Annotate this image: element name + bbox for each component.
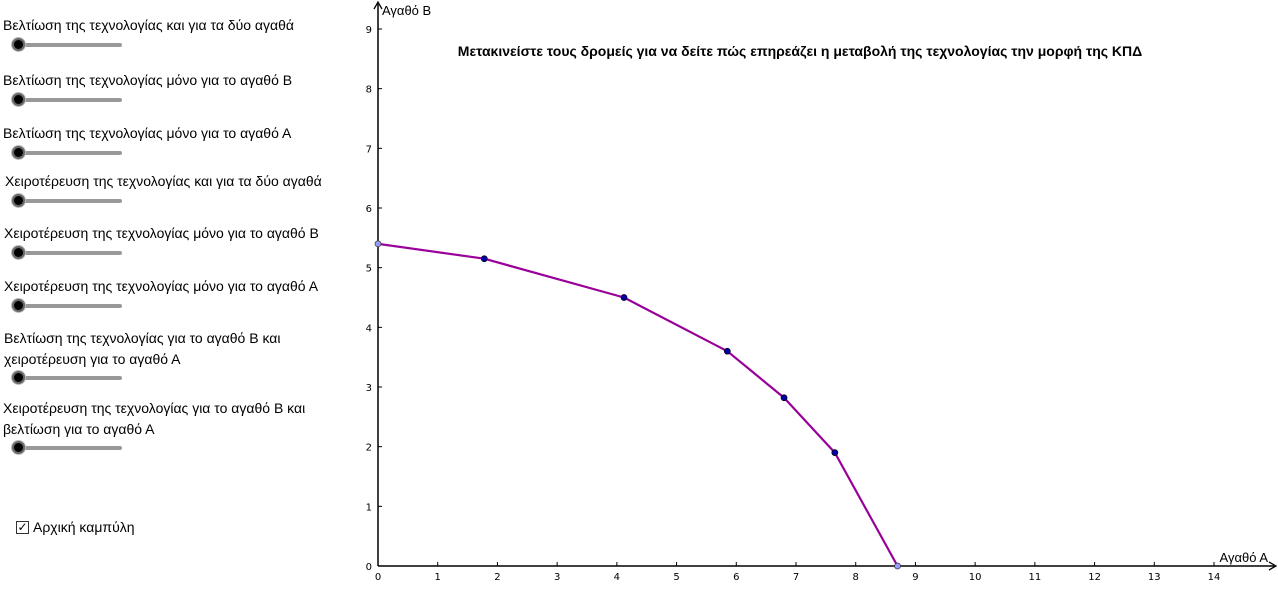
x-tick-label: 0	[375, 572, 381, 583]
slider-label-line: Χειροτέρευση της τεχνολογίας μόνο για το…	[4, 278, 319, 294]
slider-label-line: Βελτίωση της τεχνολογίας μόνο για το αγα…	[3, 72, 293, 88]
y-axis-arrow-icon	[373, 0, 383, 10]
slider-label-line: Χειροτέρευση της τεχνολογίας και για τα …	[5, 173, 322, 189]
y-tick-label: 1	[366, 502, 372, 513]
slider-label-2: Βελτίωση της τεχνολογίας μόνο για το αγα…	[3, 70, 292, 91]
x-tick-label: 5	[673, 572, 679, 583]
slider-label-line: Βελτίωση της τεχνολογίας για το αγαθό Β …	[4, 330, 281, 346]
slider-track-5[interactable]	[14, 251, 122, 255]
x-tick-label: 4	[614, 572, 620, 583]
x-tick-label: 2	[494, 572, 500, 583]
slider-label-line: Χειροτέρευση της τεχνολογίας για το αγαθ…	[3, 400, 306, 416]
series	[374, 240, 901, 570]
x-tick-label: 1	[435, 572, 441, 583]
ppf-point	[831, 449, 839, 456]
slider-knob-8[interactable]	[12, 441, 25, 454]
ppf-point	[894, 562, 901, 570]
slider-label-8: Χειροτέρευση της τεχνολογίας για το αγαθ…	[3, 398, 305, 440]
slider-label-6: Χειροτέρευση της τεχνολογίας μόνο για το…	[4, 276, 318, 297]
x-axis-arrow-icon	[1268, 561, 1278, 571]
x-tick-label: 9	[912, 572, 918, 583]
chart-title: Μετακινείστε τους δρομείς για να δείτε π…	[458, 43, 1142, 59]
y-tick-label: 9	[366, 25, 372, 36]
slider-knob-3[interactable]	[12, 146, 25, 159]
slider-track-1[interactable]	[14, 43, 122, 47]
ppf-point	[374, 240, 382, 248]
slider-label-line: Βελτίωση της τεχνολογίας και για τα δύο …	[3, 17, 294, 33]
slider-knob-5[interactable]	[12, 246, 25, 259]
slider-track-7[interactable]	[14, 376, 122, 380]
y-tick-label: 6	[366, 204, 372, 215]
ppf-point	[480, 255, 488, 263]
y-tick-label: 3	[366, 383, 372, 394]
slider-label-line: Βελτίωση της τεχνολογίας μόνο για το αγα…	[3, 125, 292, 141]
x-tick-label: 11	[1028, 572, 1041, 583]
slider-knob-6[interactable]	[12, 299, 25, 312]
ppf-point	[620, 294, 628, 301]
slider-track-8[interactable]	[14, 446, 122, 450]
slider-knob-4[interactable]	[12, 194, 25, 207]
checkbox-label: Αρχική καμπύλη	[33, 519, 135, 535]
slider-label-1: Βελτίωση της τεχνολογίας και για τα δύο …	[3, 15, 294, 36]
slider-track-2[interactable]	[14, 98, 122, 102]
x-tick-label: 12	[1088, 572, 1101, 583]
x-tick-label: 3	[554, 572, 560, 583]
slider-label-3: Βελτίωση της τεχνολογίας μόνο για το αγα…	[3, 123, 291, 144]
y-tick-label: 2	[366, 443, 372, 454]
slider-label-5: Χειροτέρευση της τεχνολογίας μόνο για το…	[4, 223, 319, 244]
axes	[373, 0, 1278, 571]
slider-label-line: Χειροτέρευση της τεχνολογίας μόνο για το…	[4, 225, 319, 241]
x-tick-label: 8	[853, 572, 859, 583]
y-tick-label: 8	[366, 85, 372, 96]
slider-knob-2[interactable]	[12, 93, 25, 106]
x-tick-label: 14	[1208, 572, 1221, 583]
slider-knob-1[interactable]	[12, 38, 25, 51]
y-tick-label: 4	[366, 323, 372, 334]
slider-label-4: Χειροτέρευση της τεχνολογίας και για τα …	[5, 171, 322, 192]
initial-curve-checkbox[interactable]: ✓ Αρχική καμπύλη	[16, 519, 135, 535]
x-tick-label: 10	[969, 572, 982, 583]
checkbox-check-icon[interactable]: ✓	[16, 520, 29, 534]
y-tick-label: 7	[366, 144, 372, 155]
y-tick-label: 0	[366, 562, 372, 573]
slider-label-line: χειροτέρευση για το αγαθό Α	[4, 351, 181, 367]
ppf-point	[723, 347, 731, 355]
ppf-point	[780, 394, 788, 402]
slider-knob-7[interactable]	[12, 371, 25, 384]
ppf-curve-line	[377, 242, 899, 567]
x-tick-label: 7	[793, 572, 799, 583]
slider-label-7: Βελτίωση της τεχνολογίας για το αγαθό Β …	[4, 328, 281, 370]
y-axis-label: Αγαθό Β	[382, 3, 431, 18]
y-tick-label: 5	[366, 264, 372, 275]
slider-track-6[interactable]	[14, 304, 122, 308]
slider-track-4[interactable]	[14, 199, 122, 203]
x-tick-label: 6	[733, 572, 739, 583]
slider-label-line: βελτίωση για το αγαθό Α	[3, 421, 155, 437]
slider-track-3[interactable]	[14, 151, 122, 155]
x-axis-label: Αγαθό Α	[1220, 550, 1269, 565]
x-tick-label: 13	[1148, 572, 1161, 583]
